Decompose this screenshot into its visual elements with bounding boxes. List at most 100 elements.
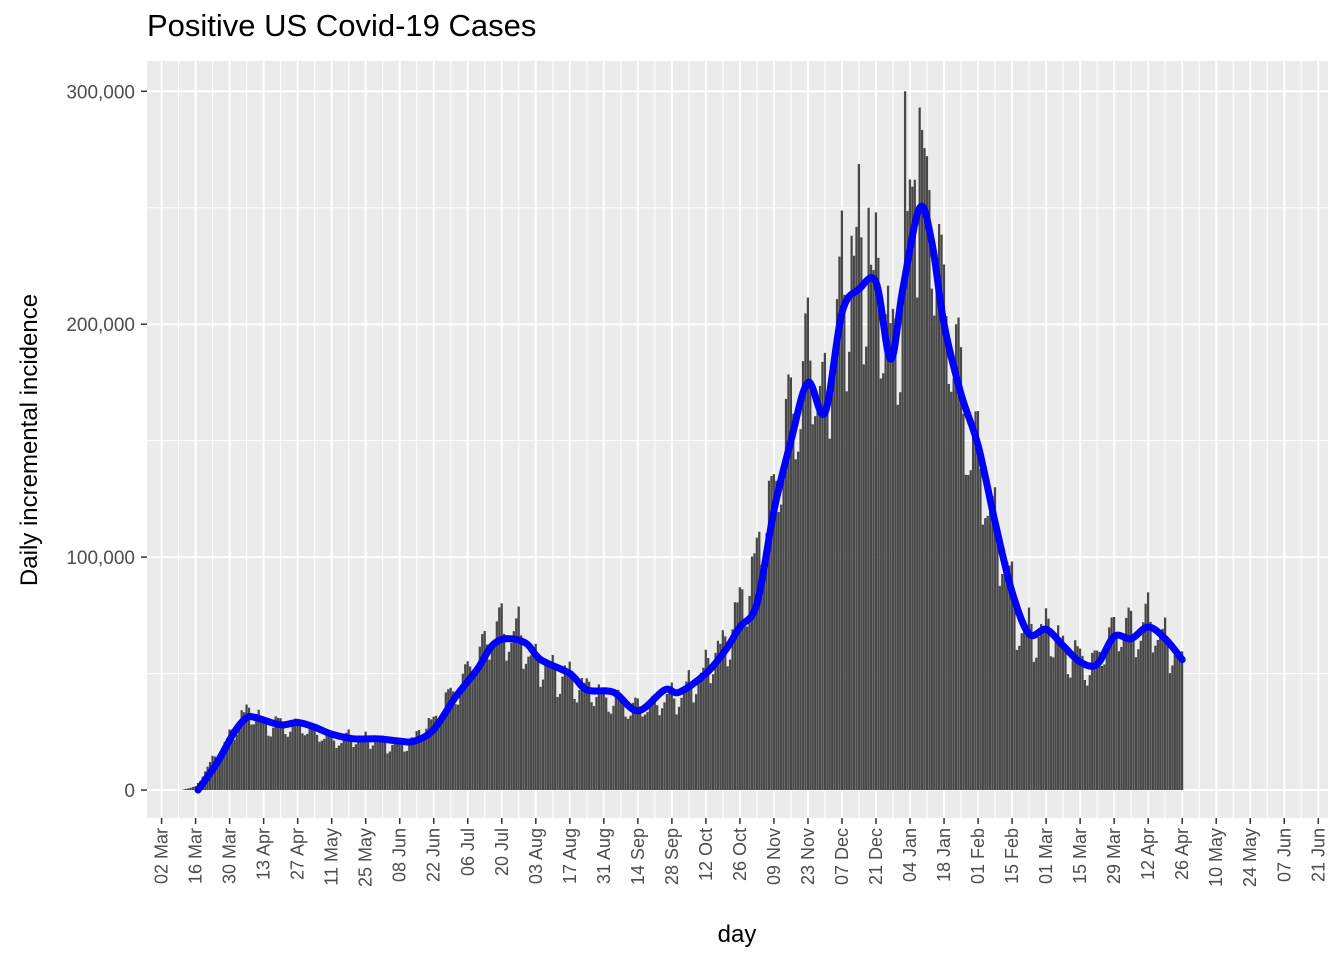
bar <box>566 669 569 791</box>
bar <box>1042 626 1045 791</box>
bar <box>332 740 336 791</box>
bar <box>1100 665 1104 791</box>
bar <box>1139 640 1142 791</box>
bar <box>972 435 975 791</box>
bar <box>607 711 610 791</box>
bar <box>614 690 618 791</box>
bar <box>325 732 328 791</box>
bar <box>903 91 907 791</box>
bar <box>260 718 263 791</box>
x-tick-label: 26 Apr <box>1172 828 1192 880</box>
bar <box>592 706 596 791</box>
bar <box>777 511 780 791</box>
bar <box>187 788 190 791</box>
bar <box>238 721 241 791</box>
bar <box>906 210 909 791</box>
bar <box>731 629 734 791</box>
x-tick-label: 25 May <box>356 828 376 887</box>
bar <box>1129 610 1133 791</box>
bar <box>1161 628 1164 791</box>
bar <box>1059 637 1062 791</box>
bar <box>646 712 649 791</box>
bar <box>1069 677 1072 791</box>
bar <box>806 297 809 791</box>
bar <box>1144 603 1147 791</box>
bar <box>563 665 566 791</box>
bar <box>396 742 399 791</box>
bar <box>354 744 358 791</box>
bar <box>763 564 766 791</box>
bar <box>840 210 844 791</box>
bar <box>1098 651 1101 791</box>
bar <box>1127 607 1130 791</box>
bar <box>213 756 217 791</box>
bar <box>685 681 688 791</box>
bar <box>524 663 528 791</box>
bar <box>677 706 681 791</box>
bar <box>1037 636 1040 791</box>
bar <box>602 692 605 791</box>
bar <box>1013 602 1016 791</box>
bar <box>930 288 933 791</box>
bar <box>984 518 987 791</box>
bar <box>986 515 989 791</box>
bar <box>437 725 440 791</box>
bar <box>1018 645 1021 791</box>
bar <box>369 748 372 791</box>
x-tick-label: 18 Jan <box>934 828 954 882</box>
bar <box>869 264 873 791</box>
bar <box>981 524 984 791</box>
bar <box>1071 660 1074 791</box>
bar <box>1052 657 1055 791</box>
bar <box>721 630 724 791</box>
bar <box>1023 631 1026 791</box>
bar <box>318 741 321 791</box>
bar <box>413 737 416 791</box>
bar <box>366 738 370 791</box>
trend-group <box>194 202 1186 794</box>
bar <box>308 726 311 791</box>
bar <box>568 661 571 791</box>
bar <box>743 625 746 791</box>
bar <box>374 740 377 791</box>
bar <box>468 666 472 791</box>
bar <box>1054 638 1057 791</box>
bar <box>797 451 800 791</box>
bar <box>517 606 520 791</box>
bar <box>349 737 353 791</box>
bar <box>490 649 494 791</box>
bar <box>371 745 375 791</box>
bar <box>296 718 299 791</box>
x-axis-title: day <box>718 921 757 948</box>
bar <box>967 475 970 791</box>
bar <box>1154 645 1157 791</box>
bar <box>976 411 980 791</box>
bar <box>410 737 413 791</box>
bar <box>580 678 583 791</box>
bar <box>860 237 863 791</box>
bar <box>624 716 627 791</box>
bar <box>801 361 805 791</box>
bar <box>182 789 185 791</box>
bar <box>529 655 532 791</box>
bar <box>1122 639 1125 791</box>
bar <box>942 264 946 791</box>
bar <box>848 351 851 791</box>
bar <box>352 747 355 791</box>
bar <box>663 702 666 791</box>
bar <box>1078 648 1082 791</box>
bar <box>1086 685 1089 791</box>
bar <box>495 621 498 791</box>
bar <box>833 343 836 791</box>
bar <box>507 651 511 791</box>
bar <box>653 693 656 791</box>
bar <box>865 346 868 791</box>
bar <box>527 656 530 791</box>
bar <box>738 587 741 791</box>
bar <box>328 730 331 791</box>
x-tick-label: 03 Aug <box>526 828 546 884</box>
bar <box>439 723 443 791</box>
bar <box>814 416 817 791</box>
bar <box>561 676 564 791</box>
bar <box>886 285 890 791</box>
